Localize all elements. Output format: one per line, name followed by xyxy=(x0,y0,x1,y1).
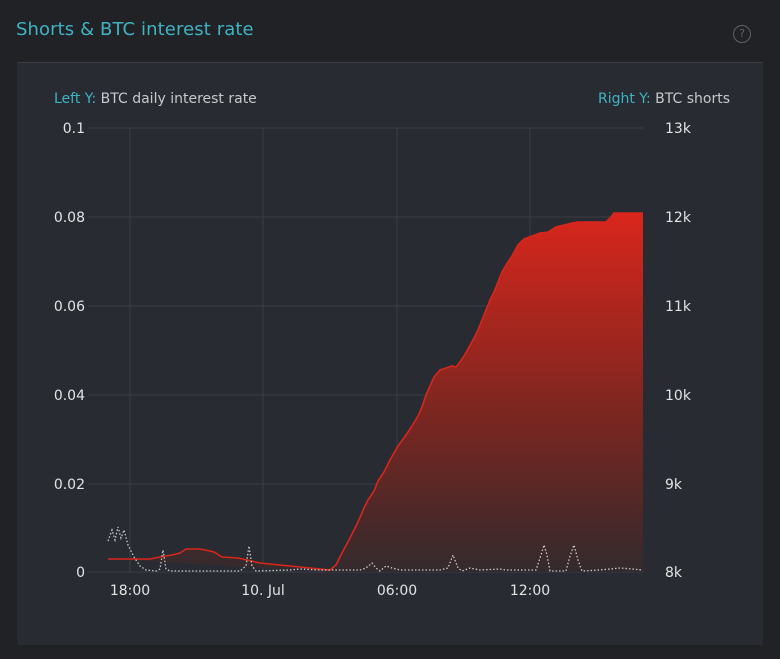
chart-header-title: Shorts & BTC interest rate xyxy=(16,19,254,40)
right-tick: 13k xyxy=(665,121,692,137)
right-axis-key: Right Y: xyxy=(597,91,651,107)
x-tick: 06:00 xyxy=(377,583,417,599)
x-tick: 18:00 xyxy=(110,583,150,599)
left-tick: 0.1 xyxy=(63,121,85,137)
x-tick: 10. Jul xyxy=(241,583,285,599)
left-tick: 0 xyxy=(76,565,85,581)
x-axis-ticks: 18:00 10. Jul 06:00 12:00 xyxy=(110,583,550,599)
right-tick: 12k xyxy=(665,210,692,226)
left-tick: 0.04 xyxy=(54,388,85,404)
right-axis-label: BTC shorts xyxy=(655,91,730,107)
left-tick: 0.06 xyxy=(54,299,85,315)
left-axis-legend: Left Y: BTC daily interest rate xyxy=(54,91,257,107)
right-tick: 11k xyxy=(665,299,692,315)
question-circle-icon[interactable]: ? xyxy=(733,25,751,43)
right-axis-ticks: 13k 12k 11k 10k 9k 8k xyxy=(665,121,692,581)
x-tick: 12:00 xyxy=(510,583,550,599)
interest-rate-line xyxy=(107,526,644,572)
right-tick: 10k xyxy=(665,388,692,404)
right-axis-legend: Right Y: BTC shorts xyxy=(598,91,730,107)
shorts-line xyxy=(108,212,643,571)
left-tick: 0.02 xyxy=(54,477,85,493)
left-tick: 0.08 xyxy=(54,210,85,226)
shorts-area xyxy=(108,213,643,572)
left-axis-label: BTC daily interest rate xyxy=(100,91,257,107)
right-tick: 9k xyxy=(665,477,683,493)
left-axis-key: Left Y: xyxy=(54,91,97,107)
right-tick: 8k xyxy=(665,565,683,581)
left-axis-ticks: 0.1 0.08 0.06 0.04 0.02 0 xyxy=(54,121,85,581)
